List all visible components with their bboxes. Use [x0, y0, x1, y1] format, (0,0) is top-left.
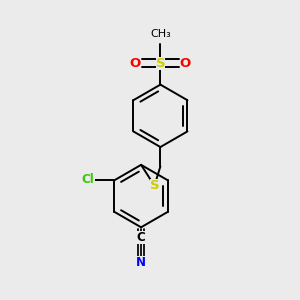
- Text: Cl: Cl: [82, 173, 94, 186]
- Text: CH₃: CH₃: [150, 28, 171, 38]
- Text: S: S: [150, 179, 159, 192]
- Text: O: O: [130, 57, 141, 70]
- Text: S: S: [156, 57, 165, 70]
- Text: C: C: [137, 231, 146, 244]
- Text: O: O: [180, 57, 191, 70]
- Text: N: N: [136, 256, 146, 268]
